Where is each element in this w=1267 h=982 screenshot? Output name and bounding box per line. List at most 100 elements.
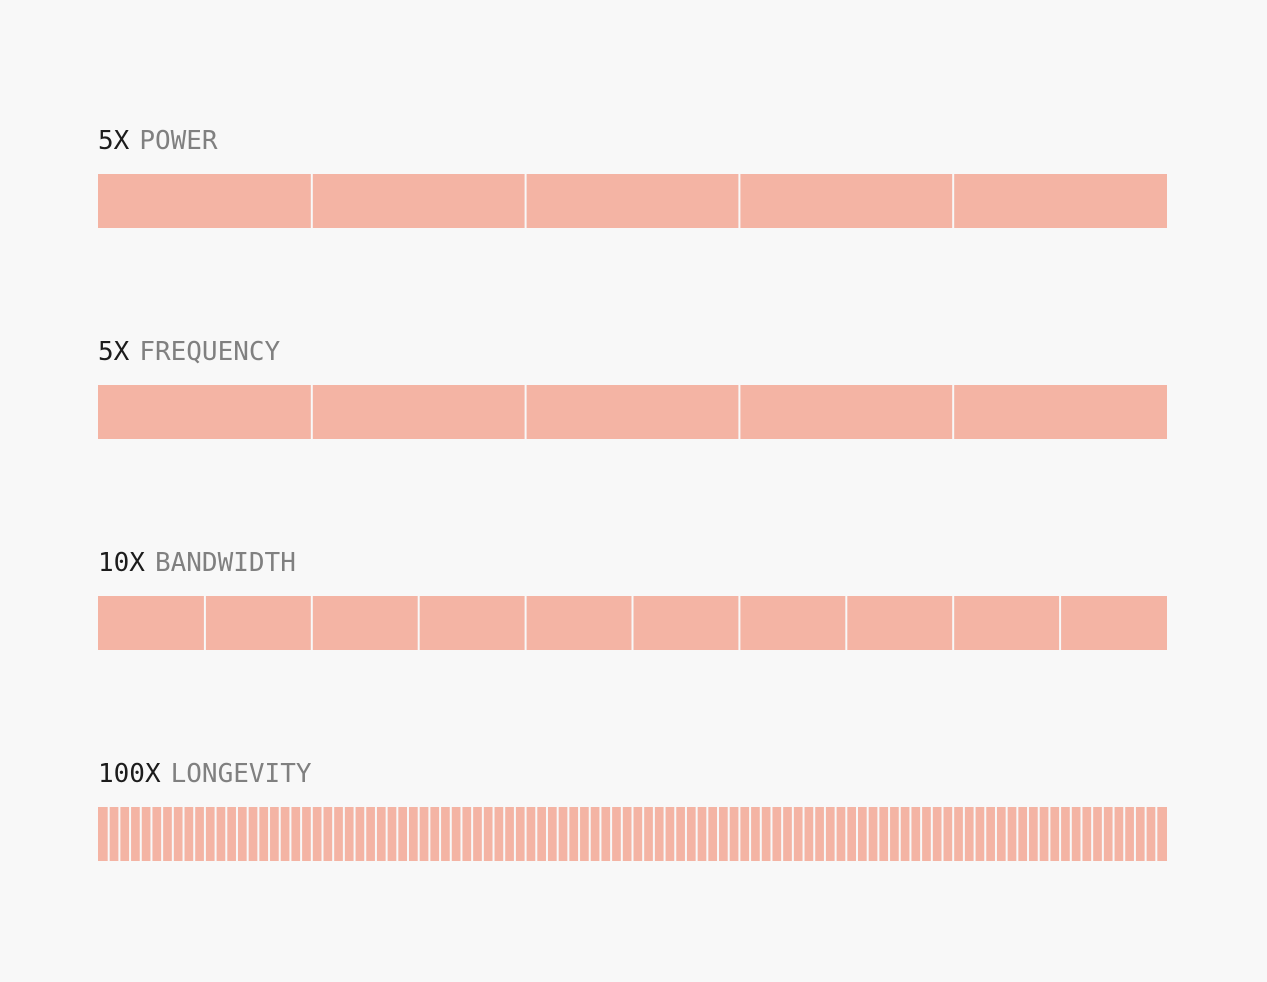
bar-segment: [120, 807, 130, 861]
bar-segment: [900, 807, 910, 861]
bar-segment: [857, 807, 867, 861]
bar-segment: [141, 807, 151, 861]
bar-segment: [216, 807, 226, 861]
segmented-bar-bandwidth: [98, 596, 1167, 650]
bar-segment: [184, 807, 194, 861]
bar-segment: [665, 807, 675, 861]
bar-segment: [1114, 807, 1124, 861]
bar-segment: [419, 596, 525, 650]
bar-segment: [1039, 807, 1049, 861]
bar-segment: [1061, 807, 1070, 861]
metric-power: 5X POWER: [98, 123, 1167, 228]
bar-segment: [291, 807, 301, 861]
bar-segment: [751, 807, 760, 861]
bar-segment: [558, 807, 568, 861]
bar-segment: [323, 807, 333, 861]
bar-segment: [954, 385, 1167, 439]
bar-segment: [954, 596, 1060, 650]
bar-segment: [98, 385, 311, 439]
bar-segment: [505, 807, 514, 861]
bar-segment: [109, 807, 119, 861]
bar-segment: [441, 807, 450, 861]
bar-segment: [419, 807, 429, 861]
bar-segment: [1157, 807, 1167, 861]
bar-segment: [526, 807, 536, 861]
metric-frequency: 5X FREQUENCY: [98, 334, 1167, 439]
bar-segment: [376, 807, 386, 861]
bar-segment: [601, 807, 611, 861]
bar-segment: [1061, 596, 1167, 650]
bar-segment: [943, 807, 953, 861]
metric-longevity: 100X LONGEVITY: [98, 756, 1167, 861]
bar-segment: [1103, 807, 1113, 861]
bar-segment: [312, 807, 322, 861]
bar-segment: [98, 174, 311, 228]
bar-segment: [847, 596, 953, 650]
bar-segment: [98, 807, 108, 861]
metric-name: LONGEVITY: [170, 759, 312, 789]
bar-segment: [847, 807, 856, 861]
bar-segment: [815, 807, 824, 861]
multiplier-text: 5X: [98, 126, 130, 156]
bar-segment: [205, 807, 215, 861]
bar-segment: [312, 596, 418, 650]
metric-label: 5X FREQUENCY: [98, 334, 1167, 370]
metric-name: POWER: [139, 126, 218, 156]
bar-segment: [537, 807, 546, 861]
bar-segment: [1125, 807, 1134, 861]
segmented-bar-frequency: [98, 385, 1167, 439]
bar-segment: [633, 807, 643, 861]
bar-segment: [729, 807, 739, 861]
bar-segment: [334, 807, 343, 861]
metric-name: FREQUENCY: [139, 337, 281, 367]
bar-segment: [398, 807, 408, 861]
bar-segment: [740, 807, 750, 861]
bar-segment: [686, 807, 696, 861]
segmented-bar-longevity: [98, 807, 1167, 861]
bar-segment: [708, 807, 718, 861]
bar-segment: [312, 174, 525, 228]
bar-segment: [227, 807, 236, 861]
bar-segment: [387, 807, 397, 861]
bar-segment: [1018, 807, 1028, 861]
bar-segment: [366, 807, 375, 861]
metric-label: 5X POWER: [98, 123, 1167, 159]
bar-segment: [633, 596, 739, 650]
bar-segment: [740, 174, 953, 228]
bar-segment: [879, 807, 889, 861]
bar-segment: [590, 807, 600, 861]
bar-segment: [761, 807, 771, 861]
bar-segment: [98, 596, 204, 650]
bar-segment: [612, 807, 621, 861]
metric-bandwidth: 10X BANDWIDTH: [98, 545, 1167, 650]
bar-segment: [473, 807, 482, 861]
bar-segment: [1093, 807, 1102, 861]
bar-segment: [526, 596, 632, 650]
bar-segment: [868, 807, 878, 861]
bar-segment: [462, 807, 472, 861]
segmented-bar-power: [98, 174, 1167, 228]
bar-segment: [248, 807, 258, 861]
metric-label: 100X LONGEVITY: [98, 756, 1167, 792]
bar-segment: [954, 174, 1167, 228]
bar-segment: [312, 385, 525, 439]
bar-segment: [740, 385, 953, 439]
bar-segment: [740, 596, 846, 650]
bar-segment: [409, 807, 418, 861]
bar-segment: [772, 807, 782, 861]
bar-segment: [131, 807, 140, 861]
bar-segment: [836, 807, 846, 861]
bar-segment: [569, 807, 579, 861]
bar-segment: [793, 807, 803, 861]
bar-segment: [270, 807, 279, 861]
metric-label: 10X BANDWIDTH: [98, 545, 1167, 581]
bar-segment: [580, 807, 589, 861]
multiplier-text: 5X: [98, 337, 130, 367]
bar-segment: [205, 596, 311, 650]
bar-segment: [922, 807, 931, 861]
bar-segment: [890, 807, 899, 861]
bar-segment: [825, 807, 835, 861]
bar-segment: [1071, 807, 1081, 861]
bar-segment: [152, 807, 162, 861]
bar-segment: [355, 807, 365, 861]
